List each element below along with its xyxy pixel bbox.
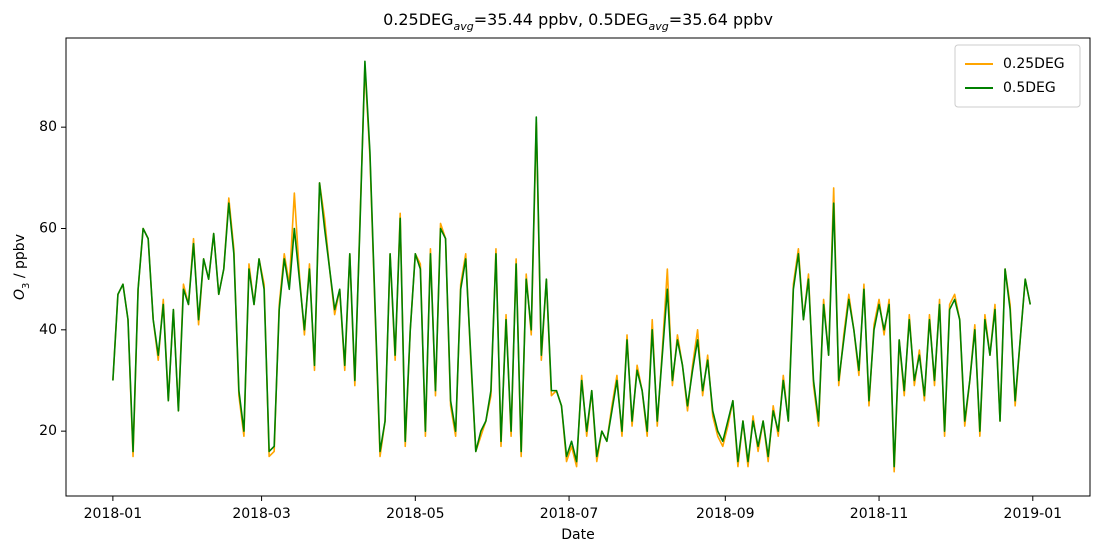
y-label-part: O	[12, 289, 28, 300]
title-text: =35.44 ppbv, 0.5DEG	[474, 10, 649, 29]
x-tick-label: 2018-11	[850, 506, 909, 522]
x-axis-label: Date	[561, 527, 594, 543]
y-label-part: / ppbv	[12, 234, 28, 283]
y-axis-label: O3 / ppbv	[12, 234, 32, 300]
x-tick-label: 2018-07	[540, 506, 599, 522]
x-tick-label: 2019-01	[1004, 506, 1063, 522]
title-text: =35.64 ppbv	[669, 10, 773, 29]
x-tick-label: 2018-01	[84, 506, 143, 522]
axes-frame	[65, 37, 1091, 497]
legend-box	[954, 44, 1081, 108]
title-text: 0.25DEG	[383, 10, 453, 29]
x-tick-label: 2018-05	[386, 506, 445, 522]
y-tick-label: 20	[39, 423, 57, 439]
x-tick-label: 2018-03	[232, 506, 291, 522]
y-label-part: 3	[21, 283, 32, 289]
y-tick-label: 40	[39, 322, 57, 338]
legend-label: 0.5DEG	[1003, 80, 1056, 96]
data-line	[112, 60, 1032, 468]
legend-label: 0.25DEG	[1003, 56, 1065, 72]
y-tick-label: 80	[39, 119, 57, 135]
title-subscript: avg	[454, 20, 474, 33]
chart-title: 0.25DEGavg=35.44 ppbv, 0.5DEGavg=35.64 p…	[383, 10, 773, 33]
y-tick-label: 60	[39, 220, 57, 236]
title-subscript: avg	[648, 20, 668, 33]
x-tick-label: 2018-09	[696, 506, 755, 522]
